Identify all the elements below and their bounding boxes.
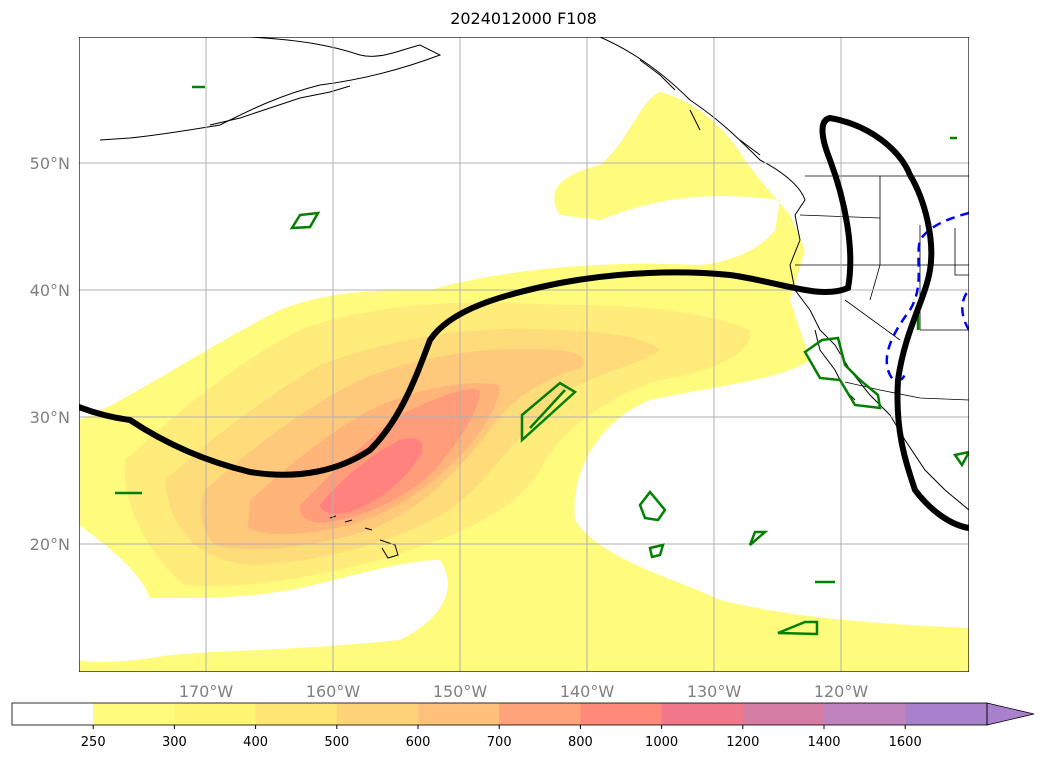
north-america-coast — [599, 37, 969, 511]
alaska-coast — [99, 37, 442, 141]
green-contour-1 — [289, 211, 321, 230]
colorbar-cell — [742, 703, 825, 725]
colorbar-cell — [499, 703, 581, 725]
green-contour-11 — [952, 450, 969, 468]
lat-label-20n: 20°N — [30, 535, 70, 554]
colorbar-tick-label: 1400 — [807, 735, 840, 750]
green-contour-2 — [520, 381, 578, 443]
colorbar-cell — [12, 703, 94, 725]
colorbar-cell — [93, 703, 175, 725]
green-contour-4 — [648, 543, 665, 559]
colorbar-tick-label: 300 — [162, 735, 187, 750]
jet-contour-line — [79, 114, 969, 531]
lat-label-50n: 50°N — [30, 154, 70, 173]
colorbar-tick-label: 600 — [406, 735, 431, 750]
state-borders — [795, 176, 969, 341]
lat-label-40n: 40°N — [30, 281, 70, 300]
filled-contours — [79, 92, 969, 672]
colorbar-tick-label: 1600 — [889, 735, 922, 750]
colorbar-cell — [661, 703, 744, 725]
green-contour-5 — [748, 530, 769, 546]
lat-label-30n: 30°N — [30, 408, 70, 427]
colorbar-tick-label: 500 — [324, 735, 349, 750]
lon-label-130w: 130°W — [687, 682, 742, 701]
colorbar-cell — [174, 703, 257, 725]
contour-800 — [320, 438, 423, 514]
lon-label-160w: 160°W — [306, 682, 361, 701]
colorbar-tick-label: 1000 — [645, 735, 678, 750]
colorbar-cell — [336, 703, 419, 725]
colorbar-cell — [824, 703, 906, 725]
colorbar-cell — [418, 703, 500, 725]
colorbar-extend-arrow — [986, 702, 1035, 726]
colorbar-tick-label: 400 — [243, 735, 268, 750]
colorbar-cell — [905, 703, 987, 725]
lon-label-120w: 120°W — [814, 682, 869, 701]
colorbar-tick-label: 700 — [487, 735, 512, 750]
green-contours — [115, 85, 969, 636]
green-contour-8 — [803, 336, 882, 410]
canada-coast-islands — [639, 59, 761, 156]
green-contour-3 — [638, 490, 667, 522]
lon-label-170w: 170°W — [179, 682, 234, 701]
colorbar-tick-label: 800 — [568, 735, 593, 750]
colorbar: 250 300 400 500 600 700 800 1000 1200 1400 1600 — [11, 702, 1035, 750]
colorbar-tick-label: 250 — [81, 735, 106, 750]
green-contour-6 — [777, 620, 819, 636]
colorbar-tick-label: 1200 — [726, 735, 759, 750]
lon-label-140w: 140°W — [560, 682, 615, 701]
colorbar-cell — [580, 703, 663, 725]
colorbar-cell — [255, 703, 338, 725]
lon-label-150w: 150°W — [433, 682, 488, 701]
map-title: 2024012000 F108 — [450, 9, 597, 28]
blue-dashed-contour — [885, 211, 969, 382]
map-plot-area — [79, 37, 969, 672]
